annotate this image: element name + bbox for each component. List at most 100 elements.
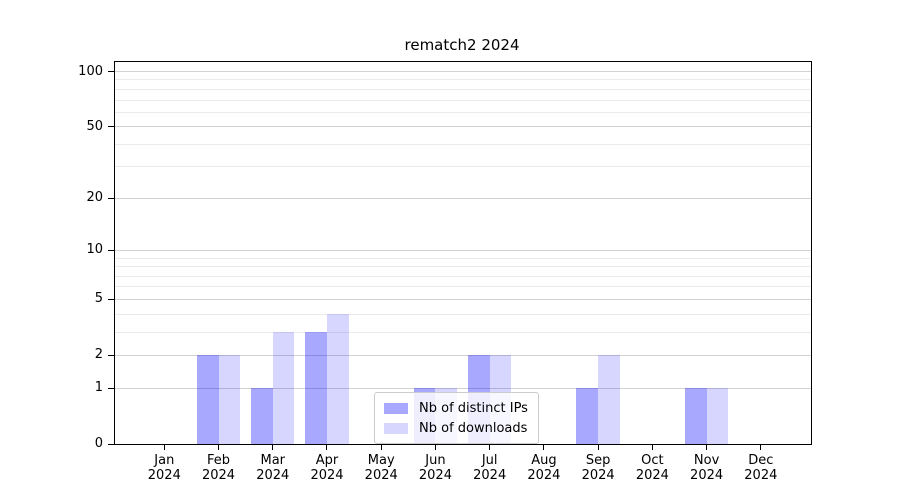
y-tick (108, 387, 114, 389)
x-tick-month: Feb (207, 453, 231, 468)
bar-downloads (272, 332, 295, 444)
y-gridline-major (115, 197, 811, 199)
x-tick-label: Dec 2024 (733, 453, 789, 483)
y-gridline-minor (115, 111, 811, 113)
y-gridline-major (115, 249, 811, 251)
x-tick-month: Apr (315, 453, 339, 468)
y-tick (108, 126, 114, 128)
bar-distinct-ips (196, 355, 219, 444)
bar-downloads (706, 388, 729, 444)
y-tick-label: 20 (86, 190, 103, 206)
x-tick-month: Oct (641, 453, 664, 468)
legend-row: Nb of distinct IPs (384, 398, 528, 418)
chart-title: rematch2 2024 (404, 36, 520, 54)
x-tick-label: Sep 2024 (570, 453, 626, 483)
y-gridline-minor (115, 166, 811, 168)
y-tick-label: 10 (86, 242, 103, 258)
y-gridline-minor (115, 286, 811, 288)
y-gridline-minor (115, 79, 811, 81)
y-gridline-major (115, 387, 811, 389)
y-tick (108, 443, 114, 445)
x-tick-label: Apr 2024 (299, 453, 355, 483)
x-tick-month: Mar (260, 453, 286, 468)
x-tick (163, 445, 165, 450)
legend-label: Nb of downloads (419, 420, 528, 436)
x-tick-month: Jan (154, 453, 175, 468)
x-tick (272, 445, 274, 450)
x-tick (706, 445, 708, 450)
y-gridline-minor (115, 99, 811, 101)
y-gridline-major (115, 298, 811, 300)
x-tick (597, 445, 599, 450)
x-tick-label: Feb 2024 (191, 453, 247, 483)
x-tick-month: Sep (585, 453, 611, 468)
x-tick-label: Nov 2024 (679, 453, 735, 483)
x-tick-label: Oct 2024 (624, 453, 680, 483)
x-tick-month: Jul (481, 453, 498, 468)
y-tick (108, 197, 114, 199)
plot-area: 0 1 2 5 10 20 50 100 Jan 2024 Feb 2024 Mar 2024 Apr 202… (78, 61, 812, 483)
x-tick-year: 2024 (527, 468, 561, 483)
y-tick (108, 249, 114, 251)
legend-label: Nb of distinct IPs (419, 400, 528, 416)
bar-distinct-ips (576, 388, 599, 444)
y-tick-label: 0 (94, 436, 103, 451)
y-gridline-major (115, 354, 811, 356)
x-tick-year: 2024 (418, 468, 452, 483)
x-tick-month: Aug (531, 453, 557, 468)
x-tick-year: 2024 (310, 468, 344, 483)
x-tick (326, 445, 328, 450)
x-tick-year: 2024 (147, 468, 181, 483)
bar-downloads (326, 314, 349, 444)
y-gridline-minor (115, 313, 811, 315)
x-tick-label: May 2024 (353, 453, 409, 483)
y-gridline-minor (115, 331, 811, 333)
legend-swatch (384, 402, 408, 414)
x-tick-label: Mar 2024 (245, 453, 301, 483)
y-tick-label: 5 (94, 291, 103, 307)
y-tick-label: 1 (94, 380, 103, 396)
y-tick (108, 71, 114, 73)
x-tick-month: Nov (693, 453, 720, 468)
bar-downloads (218, 355, 241, 444)
y-gridline-minor (115, 88, 811, 90)
legend-row: Nb of downloads (384, 418, 528, 438)
x-tick (218, 445, 220, 450)
x-tick-label: Jun 2024 (407, 453, 463, 483)
legend-swatch (384, 422, 408, 434)
x-tick (760, 445, 762, 450)
y-gridline-major (115, 126, 811, 128)
bar-distinct-ips (684, 388, 707, 444)
bar-distinct-ips (251, 388, 273, 444)
x-tick-year: 2024 (635, 468, 669, 483)
x-tick-year: 2024 (690, 468, 724, 483)
y-gridline-minor (115, 266, 811, 268)
x-tick (380, 445, 382, 450)
x-tick-year: 2024 (256, 468, 290, 483)
y-tick (108, 298, 114, 300)
x-tick-year: 2024 (364, 468, 398, 483)
x-tick-month: Dec (748, 453, 774, 468)
x-tick-label: Jul 2024 (462, 453, 518, 483)
x-tick (651, 445, 653, 450)
y-tick-label: 100 (78, 63, 103, 79)
x-tick-year: 2024 (581, 468, 615, 483)
y-gridline-minor (115, 143, 811, 145)
y-gridline-minor (115, 275, 811, 277)
x-tick-label: Jan 2024 (136, 453, 192, 483)
x-tick-year: 2024 (744, 468, 778, 483)
y-tick-label: 2 (94, 347, 103, 363)
x-tick (543, 445, 545, 450)
bar-downloads (598, 355, 620, 444)
x-tick (489, 445, 491, 450)
x-tick (434, 445, 436, 450)
x-tick-year: 2024 (201, 468, 236, 483)
y-tick-label: 50 (86, 118, 103, 134)
x-tick-label: Aug 2024 (516, 453, 572, 483)
x-tick-month: Jun (425, 453, 446, 468)
x-tick-year: 2024 (473, 468, 507, 483)
y-gridline-minor (115, 257, 811, 259)
y-tick (108, 354, 114, 356)
bar-distinct-ips (305, 332, 327, 444)
